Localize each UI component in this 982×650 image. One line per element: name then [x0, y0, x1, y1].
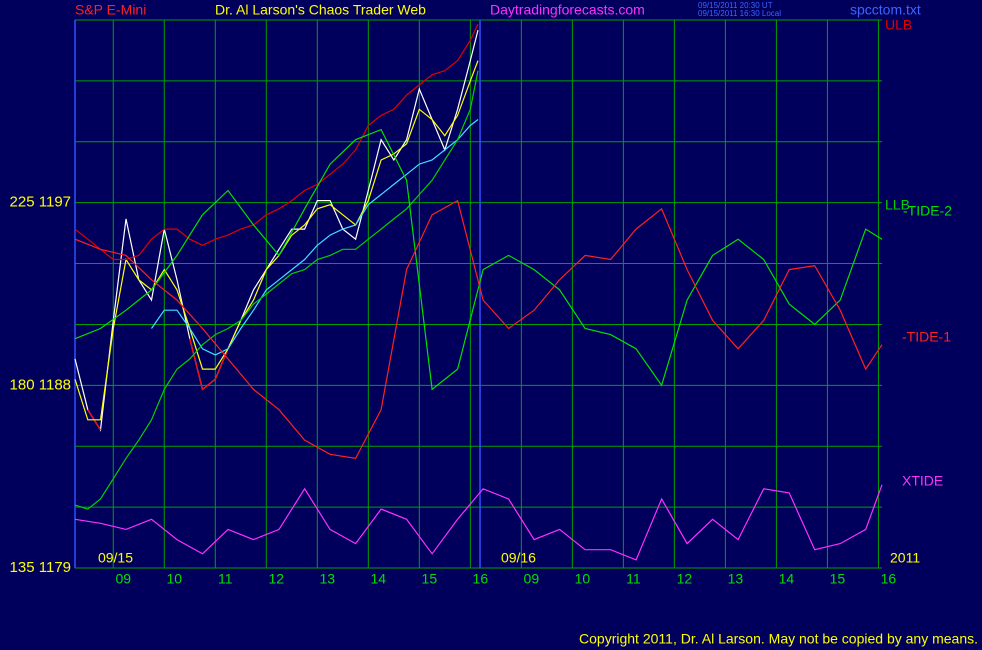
x-tick-label: 15: [830, 571, 846, 587]
x-tick-label: 09: [524, 571, 540, 587]
date-label: 09/15: [98, 550, 133, 566]
labels: S&P E-Mini Dr. Al Larson's Chaos Trader …: [10, 1, 978, 647]
x-tick-label: 09: [115, 571, 131, 587]
series-label: LLB: [885, 197, 910, 213]
series-line: [74, 128, 883, 391]
series-label: XTIDE: [902, 473, 943, 489]
series-label: -TIDE-1: [902, 329, 951, 345]
year-label: 2011: [890, 550, 920, 566]
timestamp-ut: 09/15/2011 20:30 UT: [698, 1, 773, 10]
series-line: [74, 29, 479, 432]
plot-lines: [74, 23, 883, 561]
series-line: [74, 199, 883, 460]
timestamp-local: 09/15/2011 16:30 Local: [698, 9, 781, 18]
x-tick-label: 12: [677, 571, 693, 587]
series-line: [74, 484, 883, 561]
instrument: S&P E-Mini: [75, 2, 146, 18]
x-tick-label: 11: [626, 571, 641, 587]
x-tick-label: 12: [269, 571, 285, 587]
chart-title: Dr. Al Larson's Chaos Trader Web: [215, 2, 426, 18]
copyright: Copyright 2011, Dr. Al Larson. May not b…: [579, 631, 978, 647]
x-tick-label: 16: [881, 571, 897, 587]
x-tick-label: 10: [575, 571, 591, 587]
x-tick-label: 13: [728, 571, 744, 587]
series-line: [74, 70, 479, 510]
x-tick-label: 15: [422, 571, 438, 587]
x-tick-label: 13: [320, 571, 336, 587]
file-name: spcctom.txt: [850, 2, 921, 18]
x-tick-label: 11: [218, 571, 233, 587]
y-tick-label: 135 1179: [10, 559, 71, 576]
series-line: [151, 119, 479, 356]
x-tick-label: 16: [473, 571, 489, 587]
date-label: 09/16: [501, 550, 536, 566]
site: Daytradingforecasts.com: [490, 2, 645, 18]
y-tick-label: 225 1197: [10, 194, 71, 211]
series-line: [74, 23, 479, 261]
x-tick-label: 14: [779, 571, 795, 587]
series-label: ULB: [885, 17, 912, 33]
series-label: -TIDE-2: [903, 203, 952, 219]
x-tick-label: 10: [166, 571, 182, 587]
x-tick-label: 14: [371, 571, 387, 587]
y-tick-label: 180 1188: [10, 376, 71, 393]
